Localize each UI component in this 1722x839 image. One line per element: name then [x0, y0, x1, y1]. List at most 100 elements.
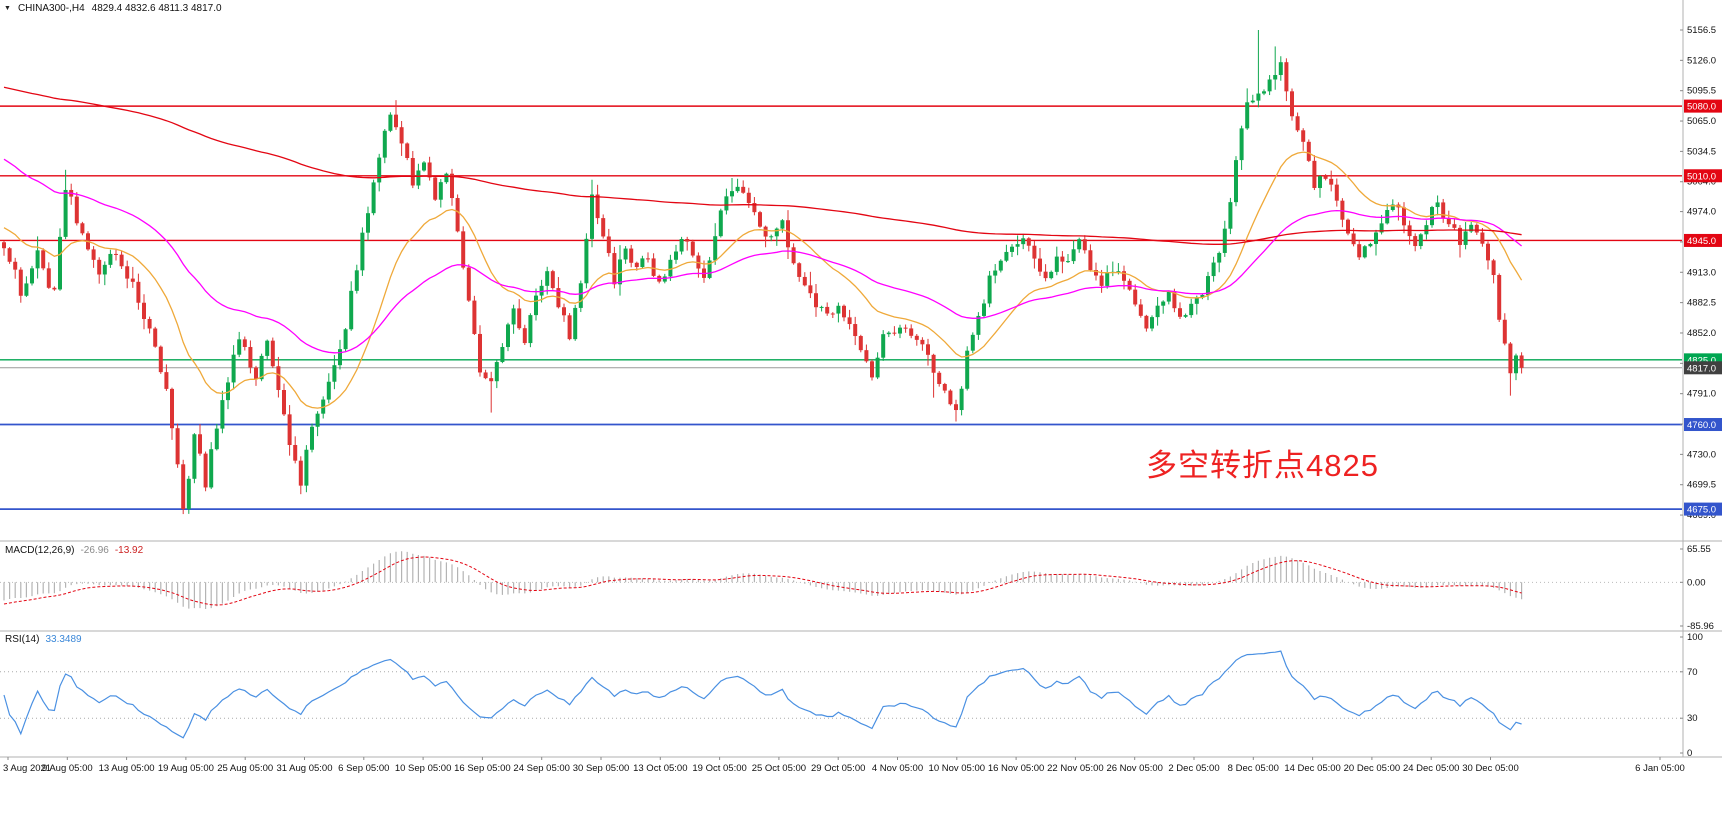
candle[interactable]	[1222, 220, 1227, 257]
candle[interactable]	[343, 328, 348, 352]
candle[interactable]	[1155, 296, 1160, 326]
candle[interactable]	[713, 223, 718, 265]
candle[interactable]	[35, 236, 40, 279]
candle[interactable]	[1021, 233, 1026, 250]
candle[interactable]	[2, 240, 6, 256]
candle[interactable]	[7, 247, 12, 264]
candle[interactable]	[1368, 242, 1373, 248]
candle[interactable]	[24, 276, 29, 297]
candle[interactable]	[293, 436, 298, 464]
candle[interactable]	[1234, 156, 1238, 207]
candle[interactable]	[1256, 30, 1261, 108]
candle[interactable]	[69, 183, 74, 205]
candle[interactable]	[1357, 240, 1362, 260]
candle[interactable]	[1295, 112, 1300, 133]
candle[interactable]	[791, 243, 796, 265]
candle[interactable]	[1144, 314, 1149, 332]
candle[interactable]	[830, 312, 835, 319]
candle[interactable]	[674, 244, 678, 264]
price-level-badge[interactable]: 4675.0	[1684, 502, 1722, 516]
candle[interactable]	[1362, 245, 1367, 259]
candle[interactable]	[394, 100, 398, 130]
candle[interactable]	[595, 184, 600, 225]
price-axis[interactable]: 5156.55126.05095.55065.05034.55004.04974…	[1680, 25, 1716, 521]
candle[interactable]	[618, 245, 622, 296]
candle[interactable]	[534, 288, 538, 321]
candle[interactable]	[433, 175, 438, 201]
candle[interactable]	[1066, 254, 1070, 264]
candle[interactable]	[1385, 203, 1390, 225]
candle[interactable]	[231, 345, 236, 390]
candle[interactable]	[1077, 237, 1082, 253]
candle[interactable]	[668, 254, 673, 282]
candle[interactable]	[522, 324, 527, 345]
candle[interactable]	[511, 304, 516, 334]
candle[interactable]	[1486, 241, 1490, 270]
candle[interactable]	[1452, 218, 1457, 231]
candle[interactable]	[914, 334, 919, 346]
candle[interactable]	[1430, 205, 1434, 228]
candle[interactable]	[623, 246, 628, 264]
candle[interactable]	[1004, 244, 1009, 263]
candle[interactable]	[590, 179, 594, 248]
candle[interactable]	[847, 309, 852, 330]
candle[interactable]	[864, 344, 869, 363]
candle[interactable]	[46, 262, 51, 289]
price-level-badge[interactable]: 4760.0	[1684, 418, 1722, 432]
candle[interactable]	[119, 250, 124, 270]
candle[interactable]	[1099, 269, 1104, 293]
candle[interactable]	[601, 214, 606, 239]
candle[interactable]	[326, 373, 331, 404]
candle[interactable]	[1060, 251, 1065, 274]
candle[interactable]	[472, 295, 477, 336]
price-level-badge[interactable]: 4945.0	[1684, 233, 1722, 247]
candle[interactable]	[422, 161, 426, 172]
candle[interactable]	[366, 206, 370, 241]
candle[interactable]	[349, 281, 354, 331]
candle[interactable]	[254, 365, 258, 386]
candle[interactable]	[237, 331, 242, 358]
candle[interactable]	[136, 273, 141, 310]
candle[interactable]	[427, 156, 432, 181]
candle[interactable]	[18, 267, 23, 303]
candle[interactable]	[506, 322, 510, 352]
candle[interactable]	[41, 248, 46, 271]
candle[interactable]	[903, 324, 908, 333]
candle[interactable]	[1183, 313, 1188, 318]
candle[interactable]	[181, 459, 186, 515]
candle[interactable]	[1228, 197, 1233, 235]
candle[interactable]	[1127, 278, 1132, 291]
collapse-arrow-icon[interactable]: ▼	[4, 5, 11, 12]
candle[interactable]	[965, 346, 970, 391]
candle[interactable]	[836, 302, 841, 323]
candle[interactable]	[937, 370, 942, 387]
candle[interactable]	[74, 192, 79, 226]
candle[interactable]	[30, 265, 34, 286]
candle[interactable]	[388, 112, 393, 133]
candle[interactable]	[1245, 88, 1250, 130]
candle[interactable]	[1306, 139, 1311, 163]
candle[interactable]	[1133, 284, 1138, 307]
candle[interactable]	[114, 249, 118, 261]
candle[interactable]	[282, 383, 286, 416]
candle[interactable]	[1015, 235, 1020, 256]
candle[interactable]	[1211, 256, 1216, 282]
candle[interactable]	[153, 326, 158, 348]
candle[interactable]	[1217, 251, 1222, 273]
candle[interactable]	[881, 330, 886, 361]
candle[interactable]	[1166, 290, 1171, 305]
candle[interactable]	[690, 239, 695, 258]
candle[interactable]	[1502, 313, 1507, 346]
candle[interactable]	[998, 259, 1003, 273]
candle[interactable]	[1480, 227, 1485, 247]
candle[interactable]	[959, 386, 964, 416]
candle[interactable]	[270, 337, 275, 368]
candle[interactable]	[13, 257, 18, 279]
candle[interactable]	[870, 359, 874, 381]
candle[interactable]	[1026, 237, 1031, 252]
candle[interactable]	[1032, 241, 1037, 269]
candle[interactable]	[1071, 240, 1076, 264]
candle[interactable]	[1082, 235, 1087, 254]
candle[interactable]	[382, 129, 387, 164]
candle[interactable]	[354, 264, 359, 294]
